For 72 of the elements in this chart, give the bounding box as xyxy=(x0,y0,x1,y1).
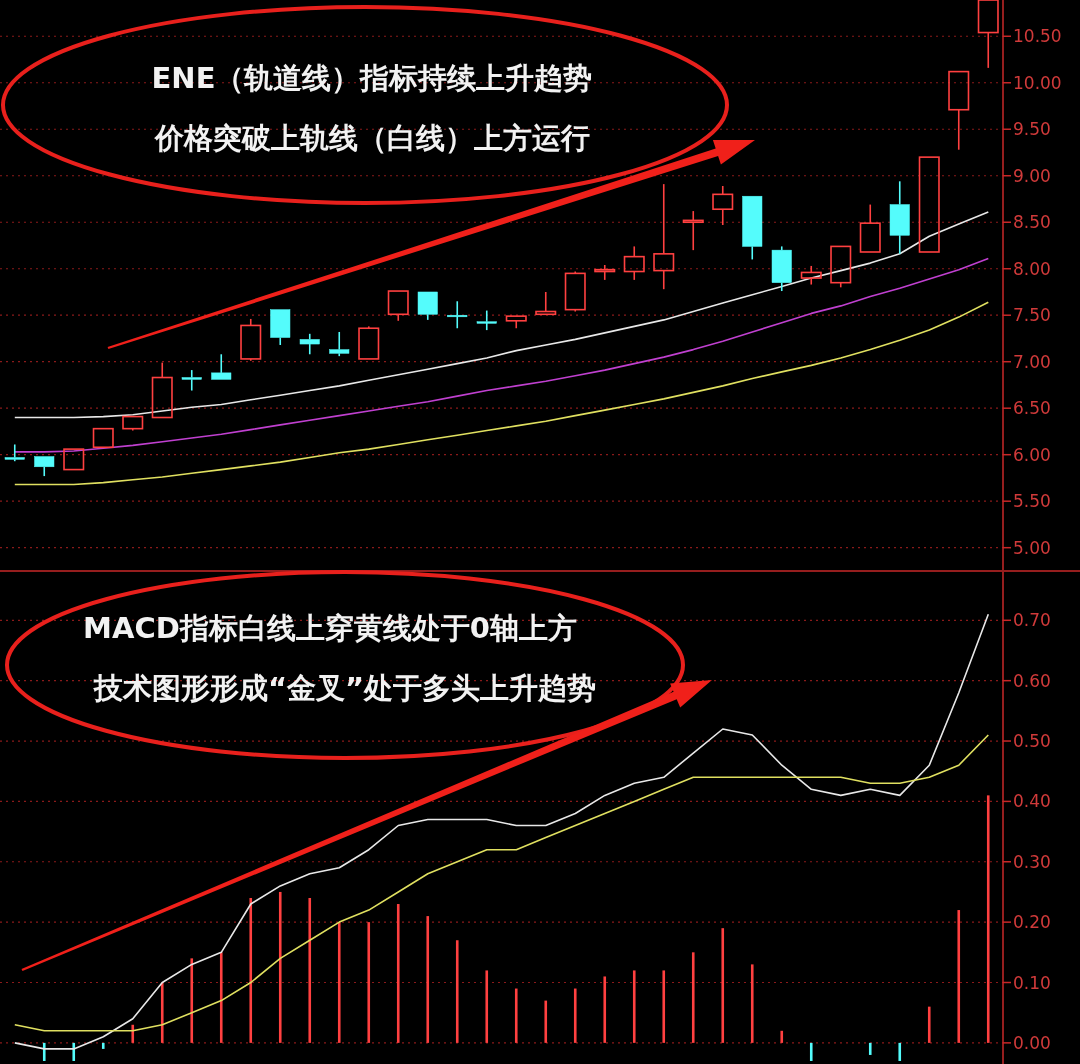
y-tick-label: 0.00 xyxy=(1013,1032,1051,1053)
y-tick-label: 7.50 xyxy=(1013,305,1051,326)
line-series xyxy=(14,211,990,419)
bar xyxy=(219,952,223,1043)
bar xyxy=(780,1030,784,1043)
bar xyxy=(898,1042,902,1061)
line-series xyxy=(14,301,990,486)
candlestick xyxy=(800,265,822,286)
bar xyxy=(809,1042,813,1061)
line-series xyxy=(14,613,990,1050)
bar xyxy=(278,891,282,1043)
candlestick xyxy=(299,333,320,356)
bar xyxy=(868,1042,872,1055)
bar xyxy=(337,922,341,1043)
bar xyxy=(514,988,518,1043)
bar xyxy=(160,982,164,1043)
bar xyxy=(485,970,489,1043)
bar xyxy=(308,897,312,1043)
candlestick xyxy=(889,180,910,255)
bar xyxy=(249,897,253,1043)
candlestick xyxy=(329,331,350,357)
y-tick-label: 6.50 xyxy=(1013,398,1051,419)
annotation: ENE（轨道线）指标持续上升趋势 xyxy=(151,61,593,95)
annotation: 价格突破上轨线（白线）上方运行 xyxy=(153,121,590,155)
candlestick xyxy=(594,264,616,281)
bar xyxy=(426,916,430,1043)
y-tick-label: 9.00 xyxy=(1013,165,1051,186)
bar xyxy=(101,1042,105,1049)
y-tick-label: 7.00 xyxy=(1013,351,1051,372)
annotation: MACD指标白线上穿黄线处于0轴上方 xyxy=(83,611,577,645)
bar xyxy=(632,970,636,1043)
line-series xyxy=(14,257,990,453)
candlestick xyxy=(653,183,675,290)
bar xyxy=(455,940,459,1043)
y-tick-label: 8.00 xyxy=(1013,258,1051,279)
bar xyxy=(927,1006,931,1043)
bar xyxy=(603,976,607,1043)
y-tick-label: 0.20 xyxy=(1013,912,1051,933)
y-tick-label: 0.70 xyxy=(1013,610,1051,631)
y-tick-label: 0.60 xyxy=(1013,670,1051,691)
y-tick-label: 5.50 xyxy=(1013,491,1051,512)
y-tick-label: 10.00 xyxy=(1013,72,1062,93)
y-tick-label: 8.50 xyxy=(1013,212,1051,233)
bar xyxy=(573,988,577,1043)
y-tick-label: 10.50 xyxy=(1013,26,1062,47)
line-series xyxy=(14,734,990,1032)
y-tick-label: 0.50 xyxy=(1013,731,1051,752)
bar xyxy=(986,795,990,1043)
bar xyxy=(544,1000,548,1043)
y-tick-label: 0.10 xyxy=(1013,972,1051,993)
y-tick-label: 0.30 xyxy=(1013,851,1051,872)
y-tick-label: 0.40 xyxy=(1013,791,1051,812)
bar xyxy=(367,922,371,1043)
candlestick xyxy=(476,309,497,331)
bar xyxy=(691,952,695,1043)
candlestick xyxy=(447,300,468,330)
bar xyxy=(957,910,961,1043)
candlestick xyxy=(623,245,645,281)
candlestick xyxy=(771,245,792,292)
annotation: 技术图形形成“金叉”处于多头上升趋势 xyxy=(92,671,597,705)
bar xyxy=(721,928,725,1043)
y-tick-label: 9.50 xyxy=(1013,119,1051,140)
candlestick xyxy=(712,185,734,226)
y-tick-label: 5.00 xyxy=(1013,537,1051,558)
bar xyxy=(750,964,754,1043)
candlestick xyxy=(682,210,704,251)
y-tick-label: 6.00 xyxy=(1013,444,1051,465)
bar xyxy=(662,970,666,1043)
candlestick xyxy=(181,369,202,392)
bar xyxy=(72,1042,76,1061)
bar xyxy=(190,958,194,1043)
bar xyxy=(396,904,400,1043)
